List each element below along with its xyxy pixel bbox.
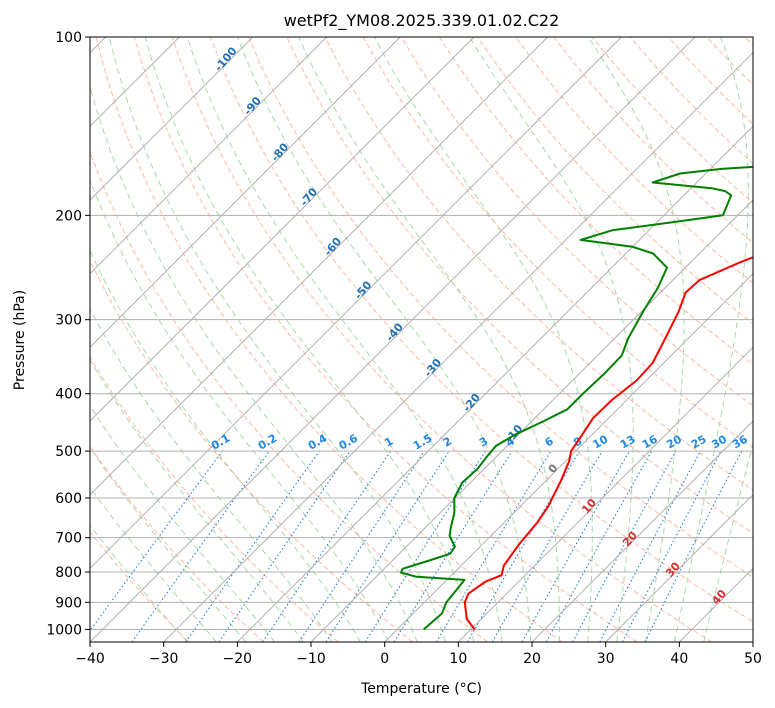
isotherm-line [457,346,753,642]
isobar-grid [90,37,753,630]
moist-adiabat-line [587,37,685,642]
y-tick-label: 200 [55,208,82,224]
dry-adiabat-line [324,37,753,491]
mixing-ratio-line [545,450,653,642]
isotherm-line [90,37,622,570]
isotherm-line [384,272,753,642]
moist-adiabat-line [674,37,749,642]
moist-adiabat-line [90,308,333,642]
x-tick-label: −10 [296,651,326,667]
dry-adiabat-line [171,37,712,642]
mixing-ratio-line [131,450,270,642]
isotherm-line [90,37,328,275]
x-tick-label: 50 [744,651,762,667]
isotherm-line [90,37,401,349]
x-tick-label: 20 [523,651,541,667]
isotherm-line [236,125,753,642]
plot-area [90,37,753,642]
isotherm-line [531,420,753,642]
x-tick-label: 40 [670,651,688,667]
isotherm-line [90,37,696,642]
mixing-ratio-line [572,450,677,642]
y-tick-label: 700 [55,531,82,547]
isotherm-line [90,37,549,496]
x-tick-label: 0 [380,651,389,667]
y-axis: 1000 900 800 700 600 500 400 300 200 100 [46,30,90,638]
mixing-ratio-line [90,450,223,632]
dry-adiabat-line [90,356,339,642]
isotherm-line [90,37,475,422]
moist-adiabat-line [90,404,275,642]
y-tick-label: 500 [55,444,82,460]
x-tick-label: 10 [449,651,467,667]
x-tick-label: −30 [149,651,179,667]
moist-adiabat-line [374,37,593,642]
dry-adiabat-line [90,150,488,642]
mixing-ratio-line [185,450,320,642]
isotherm-line [605,493,753,642]
x-tick-label: −20 [223,651,253,667]
mixing-ratio-line [644,450,743,642]
y-tick-label: 400 [55,387,82,403]
skewed-isotherms [90,37,753,642]
dewpoint-profile-line [400,165,753,631]
moist-adiabat-line [90,447,247,642]
dry-adiabat-line [438,37,753,366]
mixing-ratio-line [325,450,450,642]
y-tick-label: 300 [55,313,82,329]
moist-adiabat-line [703,441,753,642]
y-tick-label: 900 [55,595,82,611]
mixing-ratio-line [262,450,392,642]
moist-adiabat-line [90,84,418,642]
dry-adiabat-line [248,37,753,578]
isotherm-line [90,37,254,201]
y-tick-label: 1000 [46,622,82,638]
dry-adiabat-line [95,37,563,642]
x-tick-label: 30 [597,651,615,667]
plot-content: 0.1 0.2 0.4 0.6 1 1.5 2 3 4 6 8 10 13 16 20 25 30 36-100-… [90,37,753,642]
x-axis-title: Temperature (°C) [360,681,482,697]
x-axis: −40 −30 −20 −10 0 10 20 30 40 50 [75,642,762,667]
mixing-ratio-line [298,450,425,642]
dry-adiabats [90,37,753,642]
plot-frame [89,36,754,643]
isotherm-line [310,199,753,642]
series-group [400,165,753,631]
dry-adiabat-line [210,37,753,623]
x-tick-label: −40 [75,651,105,667]
dry-adiabat-line [400,37,753,407]
moist-adiabat-line [144,37,475,642]
moist-adiabat-line [90,358,304,642]
moist-adiabat-line [108,37,446,642]
mixing-ratio-line [521,450,630,642]
moist-adiabat-line [186,37,503,642]
moist-adiabat-line [90,178,390,642]
y-tick-label: 800 [55,565,82,581]
mixing-ratio-line [393,450,513,642]
y-axis-title: Pressure (hPa) [12,290,28,390]
dry-adiabat-line [90,445,264,642]
moist-adiabat-line [90,486,217,642]
moist-adiabat-line [90,524,188,642]
mixing-ratio-lines [90,450,743,642]
dry-adiabat-line [90,531,190,642]
y-tick-label: 600 [55,491,82,507]
mixing-ratio-line [218,450,351,642]
dry-adiabat-line [515,37,753,284]
isotherm-line [163,51,753,642]
temperature-profile-line [463,256,753,631]
dry-adiabat-line [133,37,638,642]
chart-title: wetPf2_YM08.2025.339.01.02.C22 [284,11,560,31]
y-tick-label: 100 [55,30,82,46]
